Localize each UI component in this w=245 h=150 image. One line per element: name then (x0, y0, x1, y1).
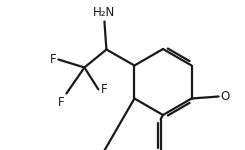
Text: F: F (100, 83, 107, 96)
Text: F: F (50, 53, 56, 66)
Text: F: F (58, 96, 64, 108)
Text: H₂N: H₂N (93, 6, 116, 20)
Text: O: O (220, 90, 230, 103)
